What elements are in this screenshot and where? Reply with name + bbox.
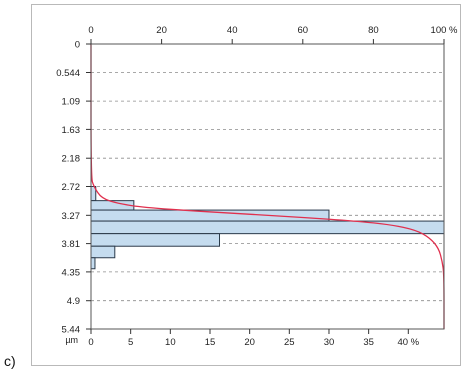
x-top-tick-label: 20 [156, 25, 167, 36]
y-tick-label: 3.27 [62, 211, 81, 222]
x-bottom-tick-label: 0 [88, 337, 93, 348]
y-tick-label: 3.81 [62, 239, 81, 250]
histogram-bar [90, 257, 96, 270]
x-top-tick-label: 100 % [431, 25, 458, 36]
panel-label: c) [4, 353, 16, 369]
x-top-tick-label: 40 [227, 25, 238, 36]
y-tick-label: 4.9 [67, 296, 80, 307]
y-tick-label: 1.09 [62, 97, 81, 108]
x-bottom-tick-label: 35 [363, 337, 374, 348]
y-tick-label: 5.44 [62, 325, 81, 336]
x-top-tick-label: 80 [368, 25, 379, 36]
x-top-tick-label: 60 [298, 25, 309, 36]
y-tick-label: 0 [75, 40, 80, 51]
x-bottom-tick-label: 30 [324, 337, 335, 348]
x-bottom-tick-label: 20 [244, 337, 255, 348]
y-tick-label: 0.544 [56, 68, 80, 79]
histogram-bar [90, 233, 221, 247]
histogram-bar [90, 220, 445, 235]
histogram-bar [90, 245, 116, 259]
x-bottom-tick-label: 40 % [397, 337, 419, 348]
y-tick-label: 1.63 [62, 125, 81, 136]
x-bottom-tick-label: 5 [128, 337, 133, 348]
y-axis-unit-label: µm [65, 335, 78, 345]
y-tick-label: 4.35 [62, 267, 81, 278]
x-top-tick-label: 0 [88, 25, 93, 36]
y-tick-label: 2.72 [62, 182, 81, 193]
chart-frame [31, 4, 461, 366]
cumulative-curve [90, 44, 445, 329]
x-bottom-tick-label: 25 [284, 337, 295, 348]
y-tick-label: 2.18 [62, 154, 81, 165]
x-bottom-tick-label: 15 [205, 337, 216, 348]
x-bottom-tick-label: 10 [165, 337, 176, 348]
